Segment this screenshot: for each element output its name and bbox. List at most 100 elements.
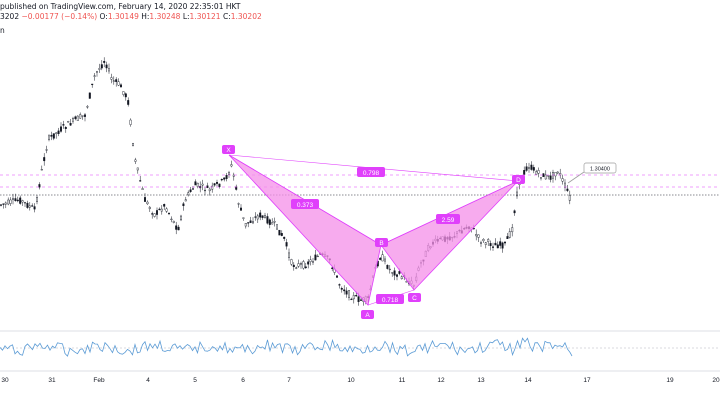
candle-body: [194, 181, 197, 186]
candle-body: [288, 252, 291, 258]
candle-body: [268, 219, 271, 225]
x-tick-label: 12: [437, 377, 445, 384]
x-tick-label: 7: [287, 377, 291, 384]
candle-body: [340, 288, 343, 290]
x-tick-label: 6: [241, 377, 245, 384]
candle-body: [60, 126, 63, 132]
point-d-label: D: [516, 177, 521, 184]
ratio-xd[interactable]: 0.798: [357, 167, 385, 177]
candle-body: [547, 175, 550, 177]
candle-body: [21, 200, 24, 203]
pattern-point-d[interactable]: D: [512, 175, 525, 184]
candle-body: [131, 143, 134, 146]
publish-info: published on TradingView.com, February 1…: [0, 2, 241, 11]
ratio-xb-label: 0.373: [297, 202, 314, 209]
candle-body: [45, 149, 48, 151]
candle-body: [307, 261, 310, 265]
candle-body: [191, 188, 194, 190]
candle-body: [494, 242, 497, 246]
candle-body: [79, 114, 82, 119]
candle-body: [141, 188, 144, 190]
candle-body: [40, 169, 43, 171]
candle-body: [148, 206, 151, 210]
candle-body: [357, 296, 360, 302]
candle-body: [312, 261, 315, 263]
low-value: 1.30121: [189, 12, 221, 21]
ratio-bd[interactable]: 2.59: [436, 214, 460, 224]
candle-body: [343, 289, 346, 292]
candle-body: [314, 254, 317, 261]
candle-body: [9, 199, 12, 204]
candle-body: [496, 244, 499, 249]
candle-body: [564, 182, 567, 188]
harmonic-pattern[interactable]: [228, 154, 519, 306]
left-edge-text: n: [0, 26, 5, 35]
candle-body: [143, 197, 146, 202]
candle-body: [100, 64, 103, 69]
candle-body: [64, 127, 67, 129]
candle-body: [393, 270, 396, 276]
x-tick-label: 10: [347, 377, 355, 384]
candle-body: [187, 192, 190, 196]
candle-body: [160, 208, 163, 212]
pattern-point-c[interactable]: C: [408, 293, 421, 302]
candle-body: [83, 114, 86, 117]
candle-body: [350, 298, 353, 301]
candle-body: [67, 121, 70, 123]
candle-body: [196, 182, 199, 187]
candle-body: [76, 115, 79, 121]
candle-body: [556, 171, 559, 174]
pattern-point-b[interactable]: B: [375, 238, 388, 247]
candle-body: [163, 204, 166, 207]
candle-body: [115, 79, 118, 82]
candle-body: [304, 266, 307, 269]
candle-body: [259, 212, 262, 218]
candle-body: [213, 183, 216, 186]
candle-body: [124, 93, 127, 98]
candle-body: [391, 272, 394, 274]
oscillator-line: [0, 337, 573, 357]
candle-body: [16, 199, 19, 202]
pattern-point-a[interactable]: A: [361, 310, 374, 319]
candle-body: [7, 199, 10, 205]
candle-body: [271, 222, 274, 225]
candle-body: [146, 201, 149, 205]
candle-body: [201, 183, 204, 186]
ratio-xd-label: 0.798: [363, 170, 380, 177]
candle-body: [266, 216, 269, 224]
candle-body: [504, 241, 507, 244]
candle-body: [50, 134, 53, 137]
candle-body: [398, 271, 401, 274]
high-value: 1.30248: [149, 12, 181, 21]
price-callout[interactable]: 1.30400: [567, 162, 617, 184]
candle-body: [295, 267, 298, 269]
candle-body: [136, 167, 139, 171]
callout-pointer: [567, 171, 585, 184]
ratio-xb[interactable]: 0.373: [291, 199, 319, 209]
close-value: 1.30202: [230, 12, 262, 21]
candle-body: [28, 205, 31, 208]
candle-body: [81, 115, 84, 117]
candle-body: [544, 174, 547, 180]
candle-body: [218, 183, 221, 188]
candle-body: [336, 275, 339, 278]
x-tick-label: 31: [48, 377, 56, 384]
candle-body: [86, 106, 89, 108]
candle-body: [2, 203, 5, 205]
candle-body: [475, 234, 478, 237]
pattern-point-x[interactable]: X: [222, 145, 235, 154]
candle-body: [88, 92, 91, 99]
candle-body: [182, 203, 185, 207]
low-label: L:: [182, 12, 190, 21]
candle-body: [338, 284, 341, 286]
candle-body: [568, 195, 571, 201]
candle-body: [482, 239, 485, 242]
candle-body: [91, 83, 94, 86]
candle-body: [331, 267, 334, 269]
candle-body: [484, 242, 487, 245]
candle-body: [247, 222, 250, 224]
ratio-ac[interactable]: 0.718: [376, 294, 404, 304]
x-tick-label: 5: [193, 377, 197, 384]
